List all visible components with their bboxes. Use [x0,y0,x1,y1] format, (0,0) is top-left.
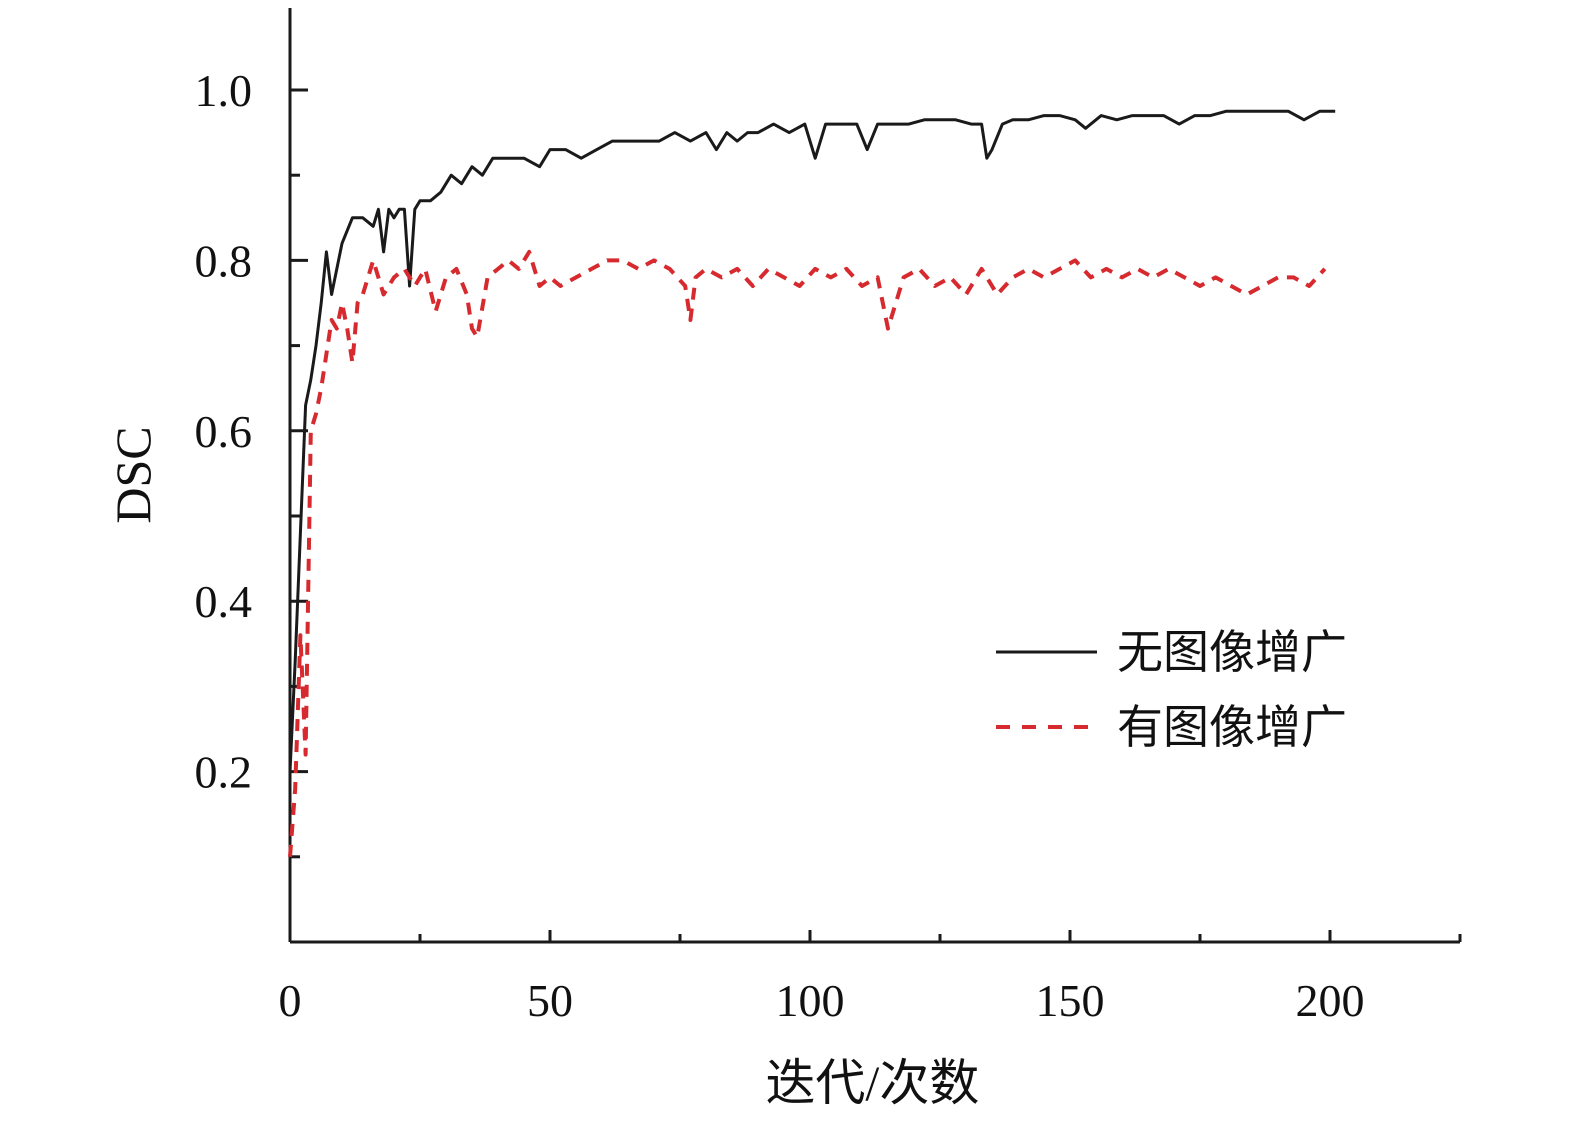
plot-area [288,109,1336,857]
y-tick-label: 0.2 [195,747,253,798]
chart-axes: 0 50 100 150 200 0.2 0.4 0.6 0.8 1.0 [195,8,1462,1026]
y-tick-label: 0.8 [195,235,253,286]
x-tick-label: 100 [776,975,845,1026]
legend: 无图像增广 有图像增广 [996,625,1347,754]
y-tick-label: 0.6 [195,406,253,457]
x-tick-label: 0 [279,975,302,1026]
x-tick-label: 150 [1036,975,1105,1026]
x-tick-label: 50 [527,975,573,1026]
y-tick-label: 0.4 [195,576,253,627]
axis-ticks: 0 50 100 150 200 0.2 0.4 0.6 0.8 1.0 [195,65,1462,1026]
y-axis-title: DSC [105,426,161,523]
series-line-no-augmentation [288,109,1336,772]
legend-label-with-augmentation: 有图像增广 [1117,700,1347,754]
x-axis-title: 迭代/次数 [765,1055,979,1111]
y-tick-label: 1.0 [195,65,253,116]
x-tick-label: 200 [1296,975,1365,1026]
series-line-with-augmentation [288,249,1327,857]
legend-label-no-augmentation: 无图像增广 [1117,625,1347,679]
